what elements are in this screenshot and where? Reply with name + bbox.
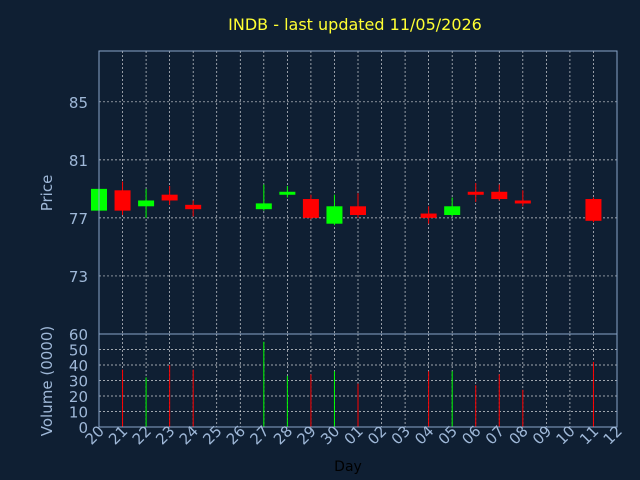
day-tick-label: 03 [388,422,414,448]
volume-tick-label: 30 [69,373,88,391]
price-candles [91,181,602,226]
candle-body [420,213,437,218]
day-tick-label: 11 [576,422,602,448]
candle-body [302,199,319,218]
day-tick-label: 06 [458,422,484,448]
candle-body [185,204,202,210]
candle-body [114,190,131,211]
volume-tick-label: 10 [69,404,88,422]
candle-body [326,206,343,224]
day-tick-label: 07 [482,422,508,448]
candle-body [491,191,508,200]
candle-body [350,206,366,215]
day-tick-label: 23 [152,422,178,448]
candle-body [585,199,602,221]
price-tick-label: 77 [69,210,88,228]
candle-body [444,206,461,215]
day-tick-label: 08 [505,422,531,448]
candle-body [138,200,155,207]
volume-tick-label: 20 [69,388,88,406]
day-tick-label: 30 [317,422,343,448]
candle-body [161,194,178,201]
volume-plot-frame [98,333,618,428]
day-tick-label: 10 [553,422,579,448]
candle-body [255,203,272,210]
candle-body [279,191,296,195]
volume-tick-label: 50 [69,342,88,360]
price-tick-label: 73 [69,268,88,286]
price-tick-label: 85 [69,94,88,112]
price-axis-label: Price [38,175,56,212]
volume-tick-label: 40 [69,357,88,375]
chart-title: INDB - last updated 11/05/2026 [228,15,482,34]
day-tick-label: 22 [129,422,155,448]
day-tick-labels: 2021222324252627282930010203040506070809… [82,422,626,448]
day-tick-label: 25 [199,422,225,448]
day-tick-label: 29 [294,422,320,448]
volume-tick-label: 60 [69,326,88,344]
day-tick-label: 26 [223,422,249,448]
day-tick-label: 05 [435,422,461,448]
x-axis-label: Day [334,459,362,475]
price-tick-label: 81 [69,152,88,170]
day-tick-label: 24 [176,422,202,448]
day-tick-label: 21 [105,422,131,448]
day-tick-label: 28 [270,422,296,448]
volume-bars [122,341,594,427]
price-tick-labels: 73 77 81 85 [69,94,88,286]
volume-axis-label: Volume (0000) [38,326,56,436]
day-tick-label: 04 [411,422,437,448]
day-tick-label: 12 [600,422,626,448]
volume-tick-label: 0 [78,419,88,437]
day-tick-label: 09 [529,422,555,448]
day-tick-label: 27 [246,422,272,448]
price-gridlines [99,51,617,334]
day-tick-label: 01 [341,422,367,448]
candle-body [514,200,531,204]
candle-body [467,191,484,195]
day-tick-label: 02 [364,422,390,448]
